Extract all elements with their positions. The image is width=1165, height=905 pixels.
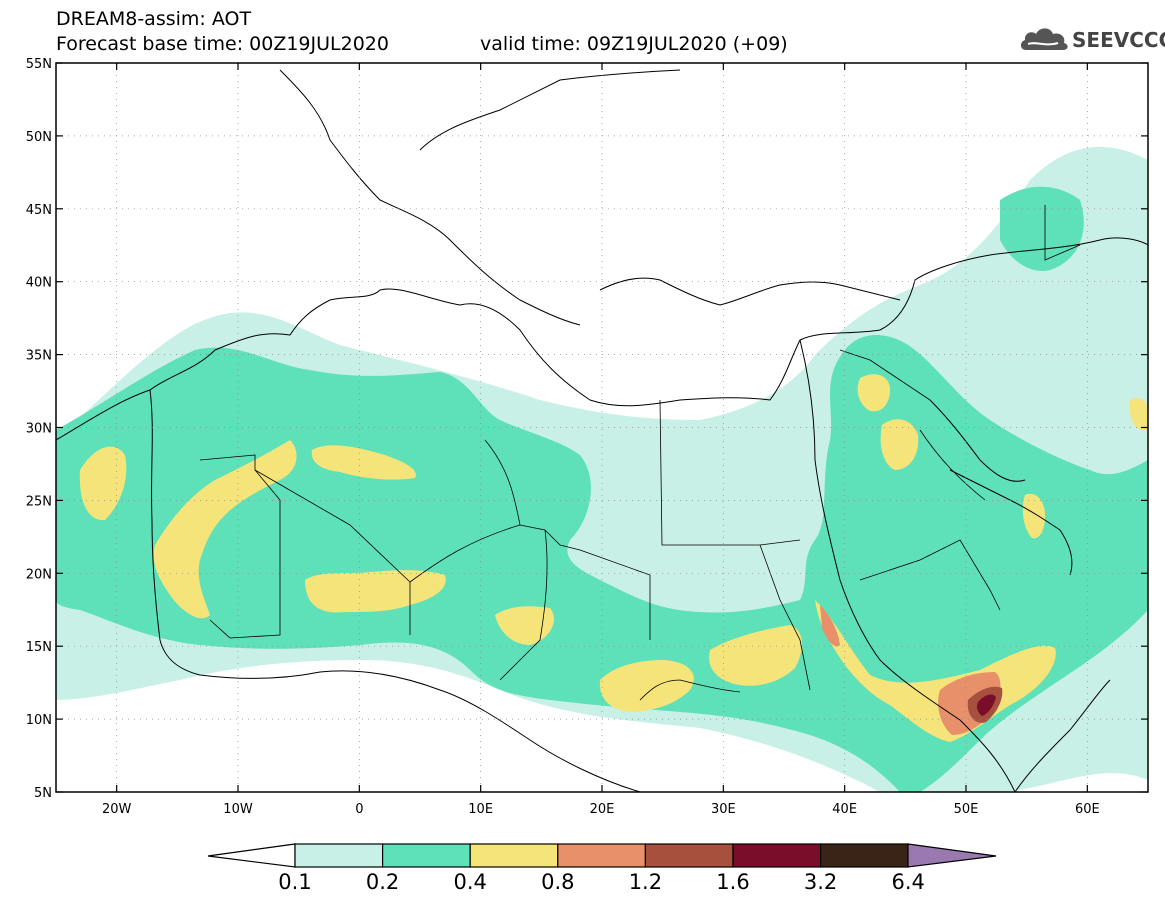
logo-text: SEEVCCC <box>1072 28 1165 52</box>
lon-tick-label: 40E <box>832 802 857 817</box>
lon-tick-label: 10E <box>468 802 493 817</box>
colorbar-level-label: 1.2 <box>628 870 663 894</box>
seevccc-logo: SEEVCCC <box>1018 24 1165 56</box>
aot-field <box>56 63 1148 792</box>
lon-tick-label: 20E <box>590 802 615 817</box>
country-borders <box>199 205 1081 701</box>
colorbar-level-label: 3.2 <box>803 870 838 894</box>
base-time: Forecast base time: 00Z19JUL2020 <box>56 33 389 55</box>
cloud-icon <box>1020 28 1068 50</box>
valid-time: valid time: 09Z19JUL2020 (+09) <box>480 33 788 55</box>
colorbar-level-label: 0.4 <box>453 870 487 894</box>
lon-tick-label: 10W <box>223 802 253 817</box>
aot-contour-1.6 <box>977 694 996 716</box>
lon-tick-label: 0 <box>355 802 363 817</box>
colorbar-swatch <box>644 843 734 868</box>
lon-tick-label: 50E <box>954 802 979 817</box>
colorbar-swatch <box>469 843 559 868</box>
colorbar-high-arrow <box>907 843 997 868</box>
lat-tick-label: 15N <box>26 640 52 655</box>
lon-tick-label: 60E <box>1075 802 1100 817</box>
colorbar-level-label: 0.1 <box>278 870 312 894</box>
lat-tick-label: 25N <box>26 494 52 509</box>
colorbar-swatch <box>382 843 471 868</box>
aot-colorbar <box>207 843 997 868</box>
lat-tick-label: 35N <box>26 349 52 364</box>
colorbar-swatch <box>557 843 646 868</box>
lat-tick-label: 50N <box>26 130 52 145</box>
lat-tick-label: 30N <box>26 422 52 437</box>
colorbar-low-arrow <box>207 843 296 868</box>
forecast-times: Forecast base time: 00Z19JUL2020 valid ti… <box>56 33 788 55</box>
lat-tick-label: 20N <box>26 567 52 582</box>
colorbar-swatch <box>294 843 384 868</box>
colorbar-swatch <box>819 843 909 868</box>
colorbar-level-label: 6.4 <box>891 870 925 894</box>
lat-tick-label: 40N <box>26 276 52 291</box>
lon-tick-label: 20W <box>102 802 132 817</box>
colorbar-level-label: 0.2 <box>365 870 400 894</box>
graticule <box>56 63 1148 792</box>
lat-tick-label: 45N <box>26 203 52 218</box>
coastlines <box>56 69 1148 792</box>
axis-ticks <box>56 62 1148 793</box>
lat-tick-label: 55N <box>26 57 52 72</box>
colorbar-swatch <box>732 843 822 868</box>
lon-tick-label: 30E <box>711 802 736 817</box>
colorbar-level-label: 1.6 <box>716 870 750 894</box>
colorbar-level-label: 0.8 <box>541 870 575 894</box>
lat-tick-label: 5N <box>34 786 52 801</box>
map-title: DREAM8-assim: AOT <box>56 8 252 30</box>
axis-tick-labels: 20W 10W 0 10E 20E 30E 40E 50E 60E 55N 50N 45N 40N 35N… <box>26 57 1100 817</box>
lat-tick-label: 10N <box>26 713 52 728</box>
